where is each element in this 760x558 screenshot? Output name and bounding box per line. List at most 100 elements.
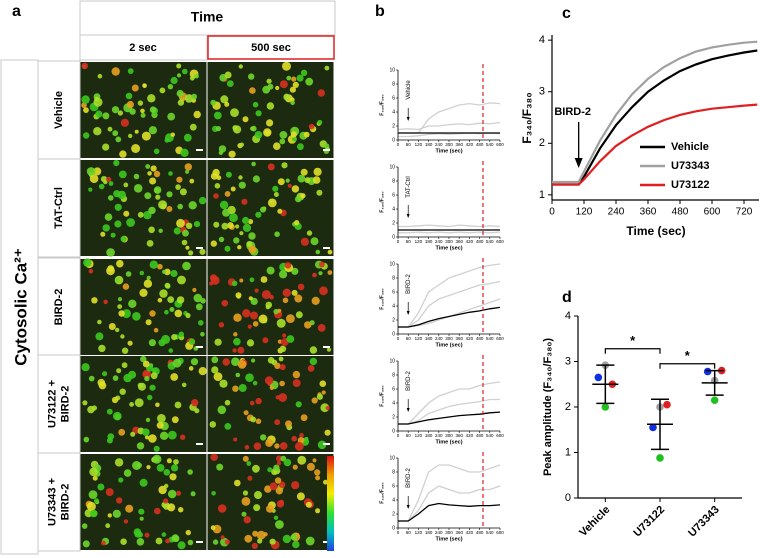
cell xyxy=(118,477,124,483)
cell xyxy=(232,125,238,131)
cell xyxy=(155,537,163,545)
cell xyxy=(149,384,156,391)
cell xyxy=(222,208,231,217)
y-tick-label: 0 xyxy=(392,234,395,240)
cell xyxy=(158,200,168,210)
x-tick-label: 360 xyxy=(455,142,463,147)
cell xyxy=(184,163,192,171)
series-line xyxy=(398,224,501,228)
cell xyxy=(144,435,150,440)
cell xyxy=(286,75,292,81)
cell xyxy=(142,360,150,368)
cell xyxy=(166,458,172,464)
cell xyxy=(167,112,176,121)
cell xyxy=(327,249,333,255)
cell xyxy=(88,490,98,499)
x-tick-label: 540 xyxy=(486,530,494,535)
cell xyxy=(164,268,171,276)
cell xyxy=(250,311,258,320)
cell xyxy=(101,540,106,546)
y-tick-label: 8 xyxy=(392,81,395,87)
cell xyxy=(310,237,319,246)
cell xyxy=(199,248,206,255)
cell xyxy=(120,235,127,242)
cell xyxy=(193,293,203,303)
x-tick-label: 60 xyxy=(406,239,412,244)
column-header xyxy=(79,34,208,61)
cell xyxy=(102,112,110,120)
cell xyxy=(291,289,298,296)
cell xyxy=(267,198,277,208)
cell xyxy=(118,310,125,317)
cell xyxy=(132,312,141,321)
cell xyxy=(179,188,187,196)
x-axis-label: Time (sec) xyxy=(435,245,462,251)
cell xyxy=(176,296,185,304)
cell xyxy=(98,344,106,353)
cell xyxy=(317,119,323,125)
data-point xyxy=(601,403,610,411)
cell xyxy=(137,532,143,538)
colorbar xyxy=(327,456,334,551)
cell xyxy=(229,213,238,223)
cell xyxy=(167,489,177,499)
cell xyxy=(103,299,108,305)
y-axis-label: F₃₄₀/F₃₈₀ xyxy=(379,288,385,309)
cell xyxy=(149,260,158,269)
cell xyxy=(252,321,259,327)
cell xyxy=(300,414,308,422)
cell xyxy=(81,62,89,70)
scale-bar xyxy=(323,247,330,249)
cell xyxy=(134,398,144,408)
x-tick-label: 420 xyxy=(466,239,474,244)
x-tick-label: 300 xyxy=(445,239,453,244)
cell xyxy=(139,270,145,276)
cell xyxy=(237,245,242,250)
y-axis-label: F₃₄₀/F₃₈₀ xyxy=(379,191,385,212)
cell xyxy=(227,222,234,229)
cell xyxy=(231,280,238,287)
cell xyxy=(162,269,167,274)
x-tick-label: 240 xyxy=(435,433,443,438)
cell xyxy=(209,274,218,282)
cell xyxy=(157,263,163,270)
cell xyxy=(189,123,197,131)
cell xyxy=(258,314,268,324)
cell xyxy=(255,418,262,425)
x-tick-label: 0 xyxy=(397,336,400,341)
cell xyxy=(117,304,123,309)
cell xyxy=(145,164,151,169)
y-tick-label: 4 xyxy=(539,34,545,46)
cell xyxy=(176,63,182,69)
cell xyxy=(86,167,96,176)
cell xyxy=(241,497,251,506)
cell xyxy=(242,116,249,123)
panel-label: c xyxy=(562,5,571,22)
y-tick-label: 2 xyxy=(392,123,395,129)
cell xyxy=(116,259,124,268)
cell xyxy=(279,131,288,139)
cell xyxy=(98,381,107,390)
cell xyxy=(255,397,262,405)
x-tick-label: 360 xyxy=(455,239,463,244)
cell xyxy=(252,464,260,473)
cell xyxy=(115,136,122,143)
y-tick-label: 8 xyxy=(392,469,395,475)
cell xyxy=(261,290,271,300)
y-tick-label: 2 xyxy=(392,220,395,226)
row-label: U73122 + xyxy=(46,380,58,428)
cell xyxy=(106,437,113,444)
cell xyxy=(295,311,303,319)
cell xyxy=(248,296,253,301)
cell xyxy=(327,270,333,275)
cell xyxy=(217,504,227,513)
cell xyxy=(237,360,247,369)
y-tick-label: 6 xyxy=(392,289,395,295)
cell xyxy=(139,288,148,297)
cell xyxy=(275,487,283,495)
cell xyxy=(269,538,276,545)
y-tick-label: 4 xyxy=(392,400,395,406)
series-line xyxy=(398,231,501,234)
cell xyxy=(289,86,296,93)
